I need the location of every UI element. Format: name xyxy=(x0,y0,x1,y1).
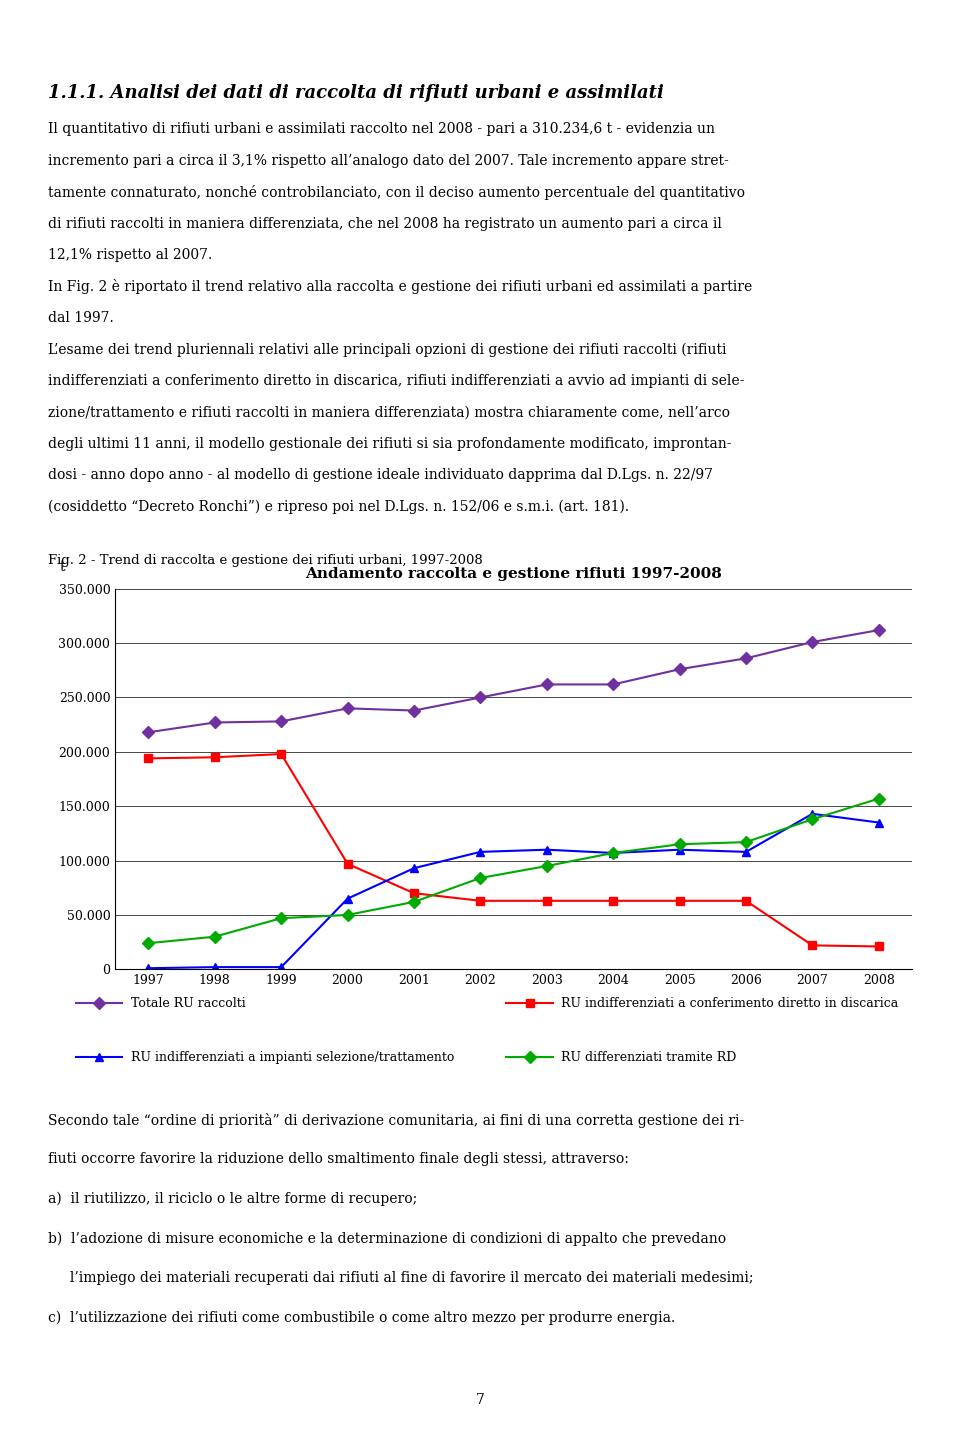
Text: RU indifferenziati a conferimento diretto in discarica: RU indifferenziati a conferimento dirett… xyxy=(562,997,899,1010)
Text: degli ultimi 11 anni, il modello gestionale dei rifiuti si sia profondamente mod: degli ultimi 11 anni, il modello gestion… xyxy=(48,437,732,451)
Text: In Fig. 2 è riportato il trend relativo alla raccolta e gestione dei rifiuti urb: In Fig. 2 è riportato il trend relativo … xyxy=(48,280,753,294)
Text: RU differenziati tramite RD: RU differenziati tramite RD xyxy=(562,1051,736,1064)
Text: t: t xyxy=(60,560,65,573)
Text: Secondo tale “ordine di priorità” di derivazione comunitaria, ai fini di una cor: Secondo tale “ordine di priorità” di der… xyxy=(48,1113,744,1127)
Text: RU indifferenziati a impianti selezione/trattamento: RU indifferenziati a impianti selezione/… xyxy=(131,1051,454,1064)
Text: zione/trattamento e rifiuti raccolti in maniera differenziata) mostra chiarament: zione/trattamento e rifiuti raccolti in … xyxy=(48,405,730,419)
Text: a)  il riutilizzo, il riciclo o le altre forme di recupero;: a) il riutilizzo, il riciclo o le altre … xyxy=(48,1192,418,1206)
Text: incremento pari a circa il 3,1% rispetto all’analogo dato del 2007. Tale increme: incremento pari a circa il 3,1% rispetto… xyxy=(48,154,729,168)
Text: (cosiddetto “Decreto Ronchi”) e ripreso poi nel D.Lgs. n. 152/06 e s.m.i. (art. : (cosiddetto “Decreto Ronchi”) e ripreso … xyxy=(48,500,629,514)
Text: tamente connaturato, nonché controbilanciato, con il deciso aumento percentuale : tamente connaturato, nonché controbilanc… xyxy=(48,185,745,200)
Text: di rifiuti raccolti in maniera differenziata, che nel 2008 ha registrato un aume: di rifiuti raccolti in maniera differenz… xyxy=(48,217,722,231)
Text: b)  l’adozione di misure economiche e la determinazione di condizioni di appalto: b) l’adozione di misure economiche e la … xyxy=(48,1232,726,1246)
Text: dosi - anno dopo anno - al modello di gestione ideale individuato dapprima dal D: dosi - anno dopo anno - al modello di ge… xyxy=(48,468,713,482)
Text: Il quantitativo di rifiuti urbani e assimilati raccolto nel 2008 - pari a 310.23: Il quantitativo di rifiuti urbani e assi… xyxy=(48,122,715,136)
Text: Totale RU raccolti: Totale RU raccolti xyxy=(131,997,246,1010)
Text: 7: 7 xyxy=(475,1393,485,1407)
Text: L’esame dei trend pluriennali relativi alle principali opzioni di gestione dei r: L’esame dei trend pluriennali relativi a… xyxy=(48,342,727,356)
Text: Fig. 2 - Trend di raccolta e gestione dei rifiuti urbani, 1997-2008: Fig. 2 - Trend di raccolta e gestione de… xyxy=(48,553,483,567)
Text: l’impiego dei materiali recuperati dai rifiuti al fine di favorire il mercato de: l’impiego dei materiali recuperati dai r… xyxy=(48,1271,754,1285)
Text: indifferenziati a conferimento diretto in discarica, rifiuti indifferenziati a a: indifferenziati a conferimento diretto i… xyxy=(48,373,744,388)
Text: dal 1997.: dal 1997. xyxy=(48,312,113,325)
Text: 12,1% rispetto al 2007.: 12,1% rispetto al 2007. xyxy=(48,248,212,261)
Text: 1.1.1. Analisi dei dati di raccolta di rifiuti urbani e assimilati: 1.1.1. Analisi dei dati di raccolta di r… xyxy=(48,85,664,102)
Text: fiuti occorre favorire la riduzione dello smaltimento finale degli stessi, attra: fiuti occorre favorire la riduzione dell… xyxy=(48,1152,629,1166)
Text: c)  l’utilizzazione dei rifiuti come combustibile o come altro mezzo per produrr: c) l’utilizzazione dei rifiuti come comb… xyxy=(48,1310,675,1325)
Title: Andamento raccolta e gestione rifiuti 1997-2008: Andamento raccolta e gestione rifiuti 19… xyxy=(305,567,722,580)
